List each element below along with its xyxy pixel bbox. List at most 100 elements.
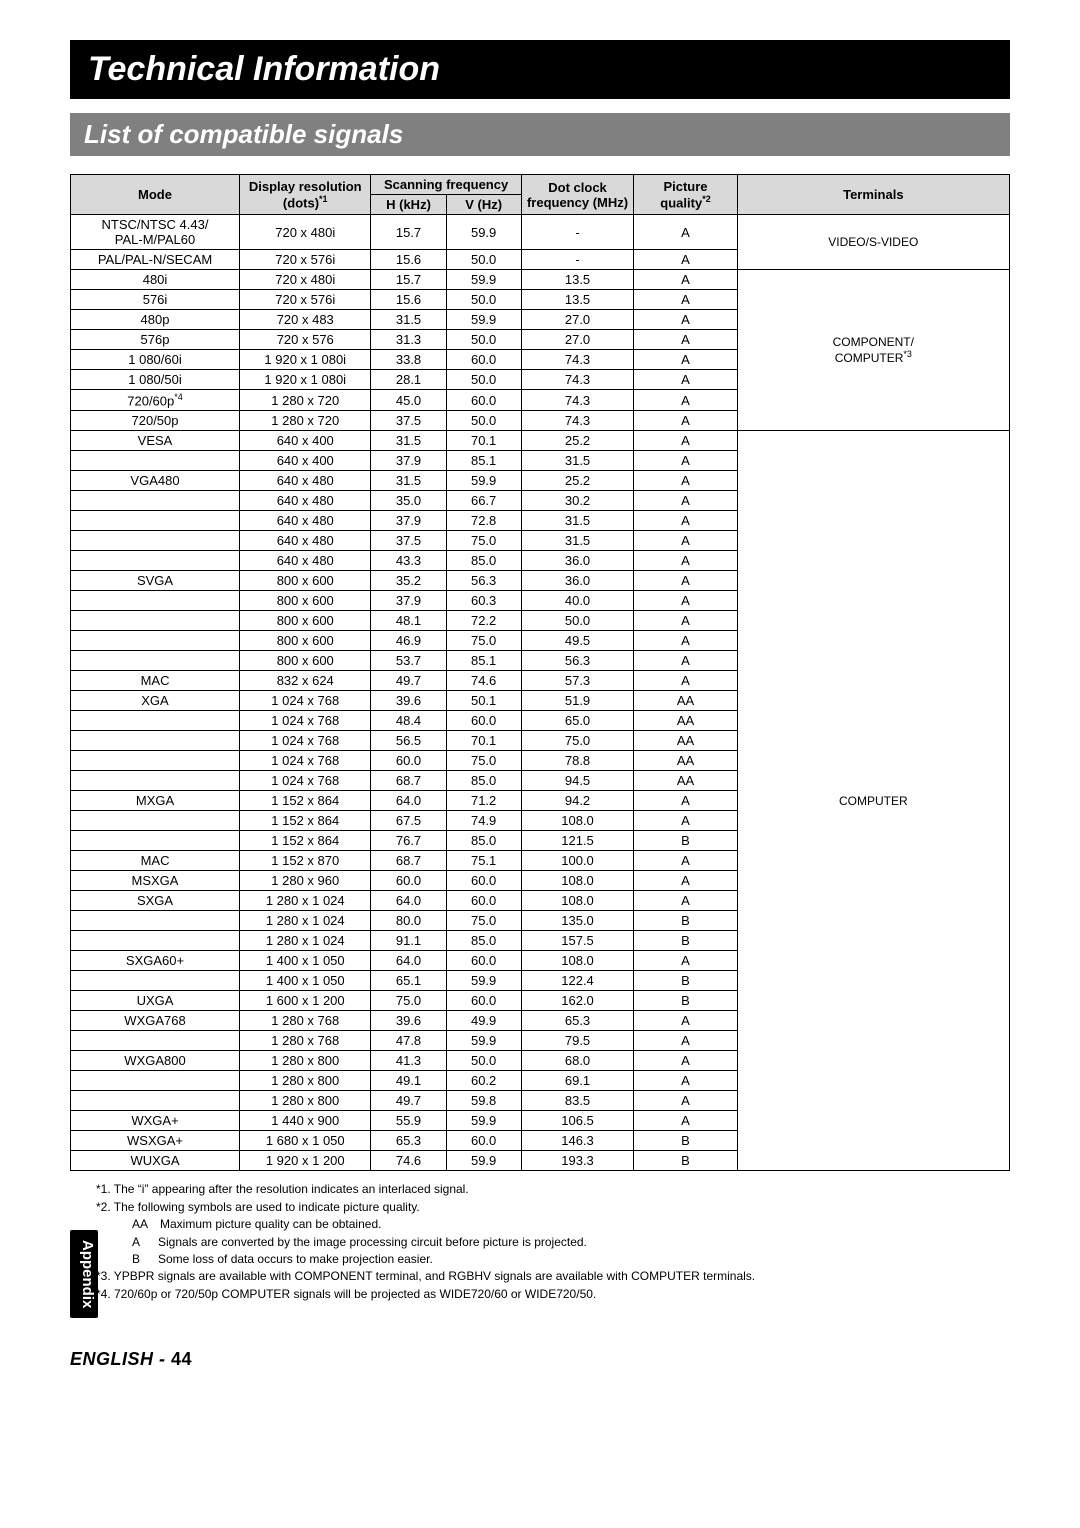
section-title: List of compatible signals bbox=[70, 113, 1010, 156]
cell-res: 1 400 x 1 050 bbox=[240, 951, 371, 971]
footnote: B Some loss of data occurs to make proje… bbox=[96, 1251, 1010, 1268]
cell-h: 80.0 bbox=[371, 911, 446, 931]
cell-v: 60.0 bbox=[446, 390, 521, 411]
cell-q: B bbox=[634, 991, 737, 1011]
cell-res: 1 152 x 864 bbox=[240, 811, 371, 831]
cell-dot: 162.0 bbox=[521, 991, 634, 1011]
cell-h: 48.4 bbox=[371, 711, 446, 731]
cell-q: A bbox=[634, 330, 737, 350]
footer-page: 44 bbox=[171, 1349, 192, 1369]
cell-dot: 75.0 bbox=[521, 731, 634, 751]
cell-q: A bbox=[634, 851, 737, 871]
cell-q: A bbox=[634, 1071, 737, 1091]
cell-v: 60.2 bbox=[446, 1071, 521, 1091]
cell-q: A bbox=[634, 551, 737, 571]
cell-res: 1 280 x 1 024 bbox=[240, 911, 371, 931]
cell-res: 1 024 x 768 bbox=[240, 691, 371, 711]
table-row: 480i720 x 480i15.759.913.5ACOMPONENT/COM… bbox=[71, 270, 1010, 290]
signals-table: Mode Display resolution (dots)*1 Scannin… bbox=[70, 174, 1010, 1171]
cell-res: 1 680 x 1 050 bbox=[240, 1131, 371, 1151]
cell-v: 60.0 bbox=[446, 951, 521, 971]
cell-res: 800 x 600 bbox=[240, 651, 371, 671]
cell-mode: MAC bbox=[71, 671, 240, 691]
cell-dot: 108.0 bbox=[521, 811, 634, 831]
cell-q: A bbox=[634, 631, 737, 651]
cell-v: 74.9 bbox=[446, 811, 521, 831]
cell-q: A bbox=[634, 471, 737, 491]
cell-v: 50.0 bbox=[446, 411, 521, 431]
table-row: NTSC/NTSC 4.43/PAL-M/PAL60720 x 480i15.7… bbox=[71, 215, 1010, 250]
cell-q: A bbox=[634, 290, 737, 310]
cell-dot: 49.5 bbox=[521, 631, 634, 651]
cell-dot: 74.3 bbox=[521, 411, 634, 431]
footnote: *4. 720/60p or 720/50p COMPUTER signals … bbox=[96, 1286, 1010, 1303]
cell-res: 720 x 480i bbox=[240, 215, 371, 250]
cell-dot: 78.8 bbox=[521, 751, 634, 771]
cell-q: A bbox=[634, 671, 737, 691]
cell-res: 1 280 x 800 bbox=[240, 1071, 371, 1091]
cell-dot: 157.5 bbox=[521, 931, 634, 951]
cell-h: 64.0 bbox=[371, 891, 446, 911]
page-title: Technical Information bbox=[70, 40, 1010, 99]
cell-v: 60.0 bbox=[446, 711, 521, 731]
cell-res: 1 600 x 1 200 bbox=[240, 991, 371, 1011]
cell-res: 640 x 400 bbox=[240, 431, 371, 451]
cell-res: 640 x 480 bbox=[240, 511, 371, 531]
cell-mode: XGA bbox=[71, 691, 240, 711]
cell-v: 85.1 bbox=[446, 651, 521, 671]
cell-mode: MSXGA bbox=[71, 871, 240, 891]
table-head: Mode Display resolution (dots)*1 Scannin… bbox=[71, 175, 1010, 215]
cell-res: 1 280 x 1 024 bbox=[240, 931, 371, 951]
cell-q: A bbox=[634, 451, 737, 471]
cell-v: 60.0 bbox=[446, 871, 521, 891]
cell-res: 1 280 x 960 bbox=[240, 871, 371, 891]
cell-q: A bbox=[634, 811, 737, 831]
cell-v: 59.9 bbox=[446, 1031, 521, 1051]
cell-v: 60.0 bbox=[446, 350, 521, 370]
cell-dot: 193.3 bbox=[521, 1151, 634, 1171]
cell-q: A bbox=[634, 511, 737, 531]
cell-mode: 1 080/50i bbox=[71, 370, 240, 390]
cell-v: 59.9 bbox=[446, 971, 521, 991]
cell-mode bbox=[71, 971, 240, 991]
cell-mode: 720/60p*4 bbox=[71, 390, 240, 411]
cell-v: 85.0 bbox=[446, 771, 521, 791]
cell-h: 39.6 bbox=[371, 691, 446, 711]
cell-h: 41.3 bbox=[371, 1051, 446, 1071]
table-row: VESA640 x 40031.570.125.2ACOMPUTER bbox=[71, 431, 1010, 451]
cell-mode: NTSC/NTSC 4.43/PAL-M/PAL60 bbox=[71, 215, 240, 250]
cell-h: 76.7 bbox=[371, 831, 446, 851]
cell-res: 720 x 480i bbox=[240, 270, 371, 290]
cell-dot: 25.2 bbox=[521, 431, 634, 451]
cell-v: 60.0 bbox=[446, 1131, 521, 1151]
cell-h: 45.0 bbox=[371, 390, 446, 411]
cell-terminal: COMPONENT/COMPUTER*3 bbox=[737, 270, 1009, 431]
cell-q: AA bbox=[634, 691, 737, 711]
cell-mode bbox=[71, 1091, 240, 1111]
cell-res: 720 x 576i bbox=[240, 290, 371, 310]
cell-terminal: VIDEO/S-VIDEO bbox=[737, 215, 1009, 270]
cell-dot: 121.5 bbox=[521, 831, 634, 851]
cell-mode bbox=[71, 531, 240, 551]
cell-h: 31.5 bbox=[371, 431, 446, 451]
cell-q: A bbox=[634, 531, 737, 551]
cell-mode: 720/50p bbox=[71, 411, 240, 431]
cell-h: 37.9 bbox=[371, 511, 446, 531]
cell-mode bbox=[71, 491, 240, 511]
cell-v: 70.1 bbox=[446, 731, 521, 751]
cell-v: 85.0 bbox=[446, 931, 521, 951]
cell-dot: 57.3 bbox=[521, 671, 634, 691]
cell-v: 70.1 bbox=[446, 431, 521, 451]
cell-mode bbox=[71, 811, 240, 831]
cell-h: 64.0 bbox=[371, 791, 446, 811]
cell-dot: 31.5 bbox=[521, 451, 634, 471]
cell-v: 75.1 bbox=[446, 851, 521, 871]
cell-dot: 74.3 bbox=[521, 390, 634, 411]
cell-q: B bbox=[634, 1151, 737, 1171]
cell-h: 37.9 bbox=[371, 451, 446, 471]
cell-q: A bbox=[634, 370, 737, 390]
cell-v: 75.0 bbox=[446, 751, 521, 771]
cell-v: 50.0 bbox=[446, 370, 521, 390]
cell-q: B bbox=[634, 931, 737, 951]
cell-h: 60.0 bbox=[371, 871, 446, 891]
